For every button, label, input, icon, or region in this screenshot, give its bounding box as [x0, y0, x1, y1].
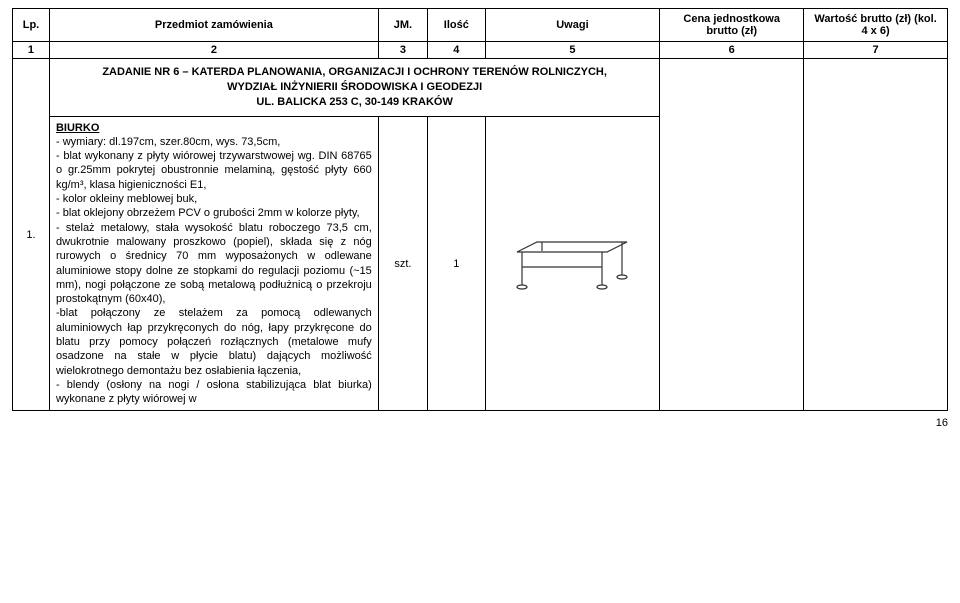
colnum-3: 3	[378, 42, 427, 59]
header-row: Lp. Przedmiot zamówienia JM. Ilość Uwagi…	[13, 9, 948, 42]
colnum-4: 4	[428, 42, 486, 59]
item-body: - wymiary: dl.197cm, szer.80cm, wys. 73,…	[56, 136, 372, 405]
task-header-line1: ZADANIE NR 6 – KATERDA PLANOWANIA, ORGAN…	[54, 65, 655, 80]
unit-price-cell	[660, 59, 804, 411]
lp-cell: 1.	[13, 59, 50, 411]
th-unit-price: Cena jednostkowa brutto (zł)	[660, 9, 804, 42]
desk-icon	[507, 227, 637, 297]
column-number-row: 1 2 3 4 5 6 7	[13, 42, 948, 59]
th-jm: JM.	[378, 9, 427, 42]
th-total-price: Wartość brutto (zł) (kol. 4 x 6)	[804, 9, 948, 42]
th-item: Przedmiot zamówienia	[49, 9, 378, 42]
th-qty: Ilość	[428, 9, 486, 42]
task-header-line3: UL. BALICKA 253 C, 30-149 KRAKÓW	[54, 95, 655, 110]
order-table: Lp. Przedmiot zamówienia JM. Ilość Uwagi…	[12, 8, 948, 411]
colnum-5: 5	[485, 42, 660, 59]
total-price-cell	[804, 59, 948, 411]
colnum-7: 7	[804, 42, 948, 59]
colnum-6: 6	[660, 42, 804, 59]
task-header-cell: ZADANIE NR 6 – KATERDA PLANOWANIA, ORGAN…	[49, 59, 659, 117]
page-number: 16	[12, 411, 948, 429]
th-notes: Uwagi	[485, 9, 660, 42]
item-description-cell: BIURKO - wymiary: dl.197cm, szer.80cm, w…	[49, 116, 378, 411]
item-title: BIURKO	[56, 122, 99, 134]
task-header-line2: WYDZIAŁ INŻYNIERII ŚRODOWISKA I GEODEZJI	[54, 80, 655, 95]
colnum-1: 1	[13, 42, 50, 59]
th-lp: Lp.	[13, 9, 50, 42]
jm-cell: szt.	[378, 116, 427, 411]
task-header-row: 1. ZADANIE NR 6 – KATERDA PLANOWANIA, OR…	[13, 59, 948, 117]
notes-cell	[485, 116, 660, 411]
qty-cell: 1	[428, 116, 486, 411]
colnum-2: 2	[49, 42, 378, 59]
